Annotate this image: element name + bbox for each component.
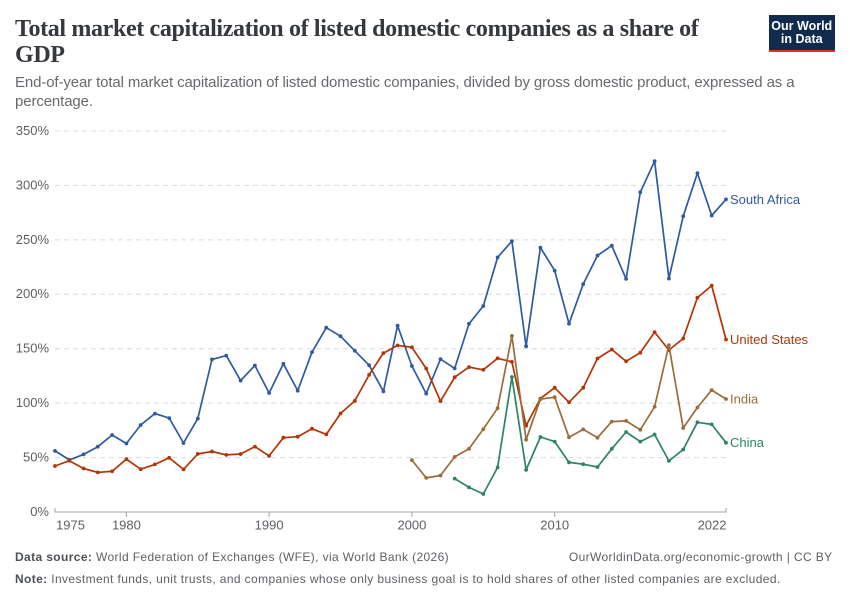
svg-text:United States: United States — [730, 332, 809, 347]
svg-text:200%: 200% — [16, 286, 50, 301]
svg-text:100%: 100% — [16, 395, 50, 410]
svg-text:250%: 250% — [16, 232, 50, 247]
svg-text:2022: 2022 — [698, 518, 727, 533]
svg-text:300%: 300% — [16, 177, 50, 192]
svg-text:150%: 150% — [16, 341, 50, 356]
svg-text:0%: 0% — [30, 504, 49, 519]
svg-text:China: China — [730, 435, 765, 450]
svg-text:India: India — [730, 391, 759, 406]
svg-text:350%: 350% — [16, 123, 50, 138]
svg-text:South Africa: South Africa — [730, 192, 801, 207]
svg-text:2010: 2010 — [540, 518, 569, 533]
svg-text:2000: 2000 — [397, 518, 426, 533]
svg-text:1990: 1990 — [255, 518, 284, 533]
svg-text:1975: 1975 — [56, 518, 85, 533]
svg-text:1980: 1980 — [112, 518, 141, 533]
svg-text:50%: 50% — [23, 450, 49, 465]
